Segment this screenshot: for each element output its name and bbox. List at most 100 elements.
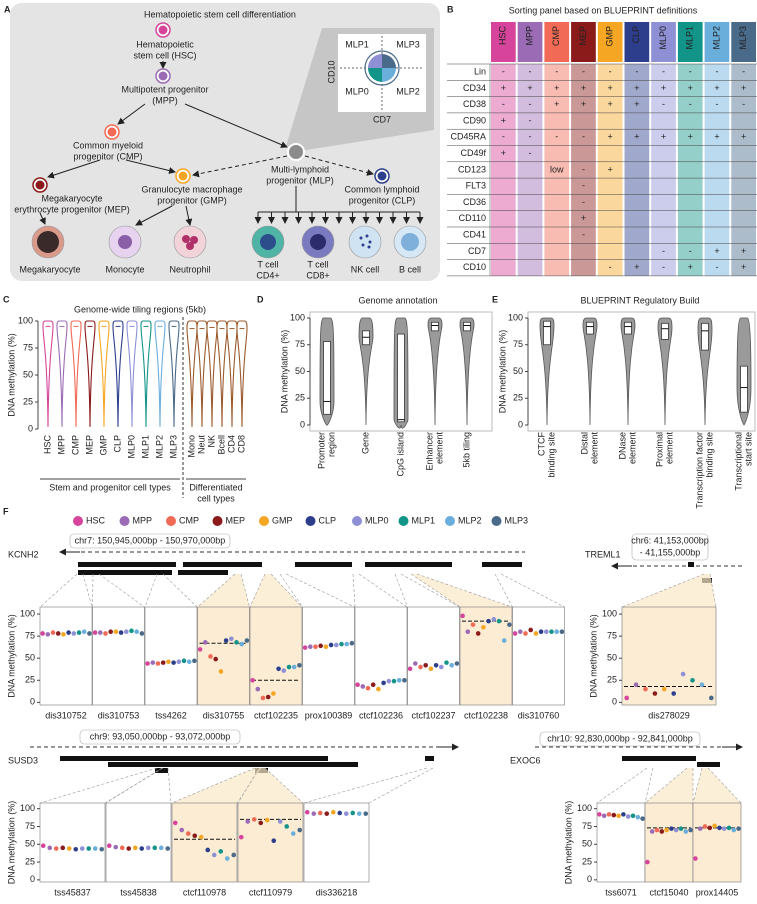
- point: [76, 630, 82, 635]
- point: [231, 852, 237, 858]
- x-tick-label: Enhancer: [424, 432, 434, 471]
- table-cell: +: [741, 83, 746, 93]
- point: [297, 827, 303, 833]
- region-panel: [644, 802, 694, 883]
- coordinates: chr9: 93,050,000bp - 93,072,000bp: [90, 731, 231, 741]
- table-cell: +: [608, 83, 613, 93]
- cell-nucleus: [310, 234, 326, 250]
- arrow: [47, 159, 101, 179]
- link: [270, 573, 303, 608]
- legend-swatch: [166, 516, 176, 526]
- legend-swatch: [445, 516, 455, 526]
- box: [463, 321, 471, 332]
- point: [633, 682, 639, 687]
- point: [549, 629, 554, 635]
- legend-swatch: [73, 516, 83, 526]
- table-cell: -: [635, 67, 638, 77]
- y-tick-label: 25: [295, 393, 305, 403]
- box: [701, 322, 709, 351]
- link: [494, 573, 513, 608]
- y-tick-label: 0: [612, 697, 617, 707]
- column-body: [677, 64, 703, 276]
- arrow: [184, 103, 288, 148]
- row-marker: CD36: [463, 197, 486, 207]
- region-name: prox14405: [696, 887, 739, 897]
- x-tick-label: element: [627, 432, 637, 465]
- point: [444, 660, 449, 665]
- point: [481, 625, 486, 630]
- gene-name: SUSD3: [8, 755, 38, 765]
- gene-name: TREML1: [585, 549, 621, 559]
- region-name: tss4262: [155, 710, 187, 720]
- point: [145, 845, 151, 851]
- inset-quadrant-label: MLP0: [345, 86, 369, 96]
- region-panel: [354, 606, 408, 706]
- column-name: MEP: [578, 26, 588, 46]
- inset-quadrant-label: MLP1: [345, 39, 369, 49]
- point: [124, 629, 129, 635]
- point: [92, 846, 98, 851]
- region-name: tss45837: [54, 887, 91, 897]
- region-name: dis310753: [98, 710, 140, 720]
- x-tick-label: MLP0: [126, 435, 136, 459]
- point: [678, 826, 684, 831]
- violin: [582, 317, 598, 426]
- violin: [226, 320, 238, 427]
- legend-label: MPP: [133, 515, 153, 525]
- table-cell: +: [581, 213, 586, 223]
- inset-quadrant-label: MLP3: [396, 39, 420, 49]
- region-panel: [171, 802, 238, 883]
- point: [363, 811, 369, 816]
- node-label: Granulocyte macrophage: [141, 184, 242, 194]
- column-body: [731, 64, 756, 276]
- violin: [657, 317, 673, 426]
- region-panel: [144, 606, 198, 706]
- point: [176, 659, 182, 665]
- row-marker: CD45RA: [450, 132, 486, 142]
- highlight-link: [411, 574, 512, 607]
- x-tick-label: region: [326, 432, 336, 457]
- link: [240, 573, 250, 608]
- row-marker: CD38: [463, 99, 486, 109]
- gene-feature: [688, 562, 694, 567]
- inset-axis-label: CD7: [373, 114, 391, 124]
- point: [475, 631, 481, 636]
- y-tick-label: 75: [23, 342, 33, 352]
- node-label: progenitor (MLP): [266, 175, 334, 185]
- y-axis-label: DNA methylation (%): [563, 801, 573, 885]
- point: [108, 629, 113, 635]
- panel-letter: D: [257, 294, 264, 304]
- box: [362, 330, 370, 346]
- column-name: HSC: [498, 26, 508, 46]
- y-tick-label: 25: [582, 856, 592, 866]
- x-tick-label: Neut: [196, 435, 206, 455]
- point: [45, 632, 51, 637]
- table-cell: +: [661, 83, 666, 93]
- panel-letter: E: [492, 294, 498, 304]
- point: [290, 831, 296, 836]
- table-cell: -: [582, 132, 585, 142]
- point: [218, 849, 224, 854]
- link: [237, 767, 260, 804]
- column-body: [571, 64, 596, 276]
- region-name: dis278029: [648, 710, 690, 720]
- gene-name: KCNH2: [8, 549, 39, 559]
- x-tick-label: start site: [743, 432, 753, 466]
- violin: [154, 320, 166, 427]
- violin: [168, 320, 180, 427]
- point: [356, 811, 362, 816]
- point: [192, 658, 197, 664]
- point: [507, 622, 512, 627]
- point: [185, 831, 191, 836]
- point: [197, 647, 203, 652]
- point: [244, 638, 250, 643]
- table-cell: +: [634, 262, 639, 272]
- column-header: [597, 22, 623, 62]
- point: [260, 695, 266, 701]
- point: [376, 686, 381, 692]
- legend-swatch: [491, 516, 502, 526]
- row-marker: CD7: [468, 246, 486, 256]
- link: [104, 767, 164, 804]
- point: [465, 629, 471, 635]
- point: [344, 641, 350, 647]
